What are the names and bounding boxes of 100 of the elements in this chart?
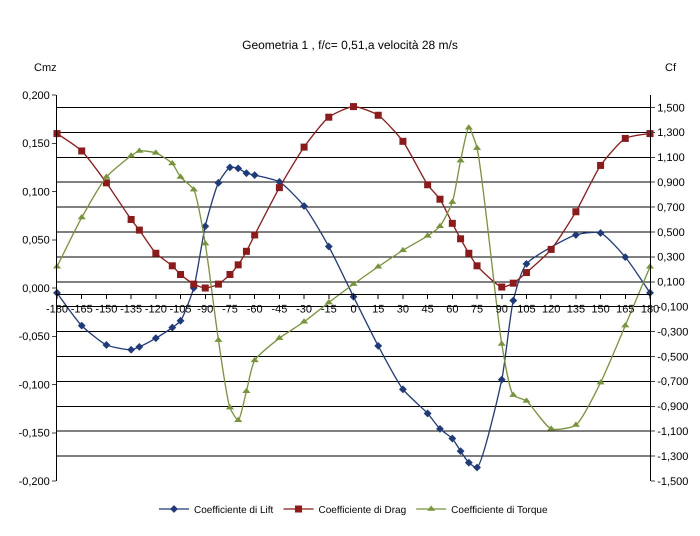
point: [456, 447, 464, 455]
point: [226, 270, 234, 278]
point: [242, 248, 250, 255]
point: [374, 263, 382, 269]
y2-tick-label: 1,500: [657, 102, 685, 114]
point: [522, 269, 530, 276]
point: [152, 149, 160, 155]
point: [324, 298, 333, 304]
point: [78, 322, 86, 330]
chart-title: Geometria 1 , f/c= 0,51,a velocità 28 m/s: [242, 38, 458, 52]
point: [324, 242, 333, 250]
point: [325, 114, 332, 121]
point: [572, 208, 580, 216]
point: [127, 346, 136, 354]
y2-tick-label: -0,700: [657, 376, 688, 388]
point: [522, 260, 530, 268]
point: [214, 178, 222, 187]
y2-tick-label: 0,300: [657, 252, 685, 264]
point: [168, 262, 176, 270]
point: [350, 103, 357, 110]
point: [152, 250, 160, 257]
y2-tick-label: -0,100: [657, 302, 688, 314]
point: [102, 179, 110, 186]
point: [251, 231, 258, 238]
y-tick-label: -0,200: [18, 476, 50, 488]
point: [152, 334, 160, 342]
y2-tick-label: 0,700: [657, 202, 685, 214]
y2-tick-label: 1,100: [657, 152, 685, 164]
y2-axis-title: Cf: [665, 62, 677, 74]
point: [498, 376, 506, 384]
point: [572, 231, 580, 239]
point: [464, 458, 473, 467]
point: [548, 246, 555, 253]
point: [465, 250, 472, 257]
point: [276, 184, 283, 192]
point: [214, 280, 222, 288]
point: [127, 152, 136, 158]
point: [374, 112, 382, 119]
point: [128, 216, 135, 223]
point: [234, 164, 242, 172]
y-tick-label: 0,050: [22, 234, 50, 247]
point: [547, 425, 556, 431]
point: [242, 169, 250, 178]
point: [510, 280, 517, 287]
point: [436, 424, 444, 433]
point: [234, 261, 242, 268]
y-axis-title: Cmz: [34, 62, 57, 74]
y2-tick-label: 0,500: [657, 226, 685, 239]
point: [250, 171, 259, 179]
point: [190, 280, 198, 288]
point: [498, 284, 506, 291]
point: [300, 144, 308, 151]
point: [474, 262, 481, 270]
point: [597, 162, 604, 169]
point: [242, 388, 250, 394]
point: [135, 342, 144, 351]
y2-tick-label: -0,500: [657, 351, 688, 364]
y-tick-label: 0,100: [22, 186, 50, 198]
point: [399, 385, 407, 394]
point: [78, 147, 86, 154]
y2-tick-label: 1,300: [657, 127, 685, 140]
y-tick-label: 0,000: [22, 282, 50, 295]
point: [176, 316, 184, 325]
y2-tick-label: -0,300: [657, 326, 688, 338]
y2-tick-label: 0,900: [657, 177, 685, 190]
point: [448, 220, 456, 227]
point: [374, 342, 382, 350]
y-tick-label: 0,150: [22, 138, 50, 150]
point: [621, 253, 630, 262]
point: [622, 134, 629, 142]
y2-tick-label: -0,900: [657, 401, 688, 414]
point: [498, 340, 506, 346]
point: [202, 284, 209, 292]
y-tick-label: 0,200: [22, 90, 50, 102]
point: [509, 296, 518, 304]
y-tick-label: -0,050: [18, 331, 50, 344]
point: [596, 229, 604, 237]
legend-label: Coefficiente di Lift: [194, 504, 274, 516]
point: [424, 410, 432, 418]
point: [250, 356, 259, 362]
point: [168, 324, 176, 332]
y2-tick-label: 0,100: [657, 276, 685, 289]
point: [522, 397, 530, 403]
y-tick-label: -0,150: [18, 428, 50, 440]
point: [457, 235, 464, 242]
point: [448, 434, 456, 442]
point: [102, 341, 110, 349]
point: [177, 270, 184, 278]
point: [399, 138, 406, 145]
point: [424, 232, 432, 238]
point: [226, 163, 234, 172]
point: [436, 196, 444, 203]
legend-label: Coefficiente di Torque: [451, 504, 548, 516]
legend-label: Coefficiente di Drag: [318, 504, 406, 516]
point: [300, 318, 308, 324]
y2-tick-label: -1,100: [657, 426, 688, 438]
point: [300, 202, 308, 210]
point: [136, 226, 143, 234]
y2-tick-label: -1,300: [657, 450, 688, 463]
point: [135, 147, 144, 153]
